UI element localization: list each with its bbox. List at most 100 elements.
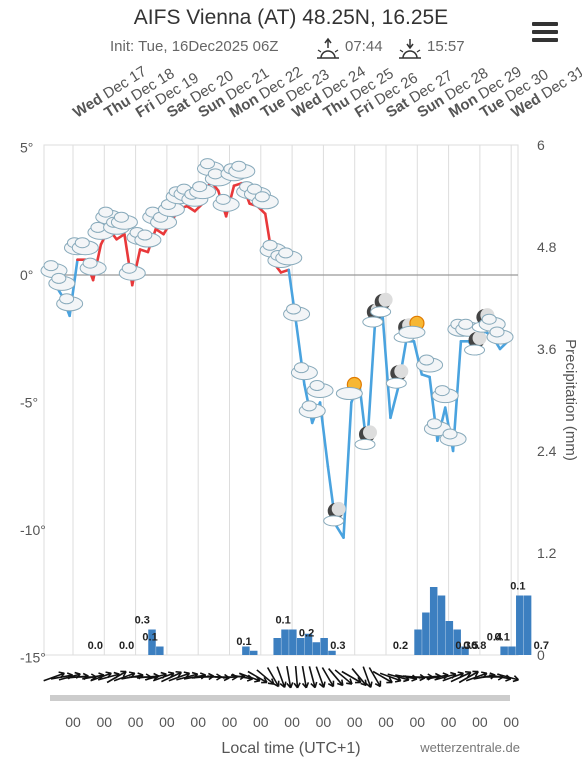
precip-label: 0.1	[510, 581, 525, 593]
cloud-top	[262, 239, 278, 251]
cloud-top	[278, 247, 294, 259]
wind-shaft	[144, 673, 167, 681]
cloud-icon	[416, 354, 444, 373]
precip-label: 0.3	[330, 640, 345, 652]
precip-label: 0.8	[471, 640, 486, 652]
wind-shaft	[239, 672, 261, 682]
wind-arrow	[256, 669, 275, 685]
cloud-top	[51, 272, 67, 284]
cloud-top	[207, 168, 223, 180]
wind-arrow	[308, 666, 318, 689]
menu-icon[interactable]	[532, 22, 558, 46]
y-right-tick: 4.8	[537, 239, 557, 255]
wind-shaft	[321, 667, 335, 687]
precip-bar	[312, 642, 321, 655]
y-left-tick: 0°	[20, 267, 33, 283]
precipitation-bars: 0.0 0.00.30.1 0.10.10.20.3 0.2 0.30.50.80.40…	[88, 581, 549, 655]
wind-arrow	[450, 670, 472, 683]
x-tick-label: 00	[347, 714, 363, 730]
precip-bar	[414, 629, 422, 655]
wind-head	[472, 670, 479, 677]
precip-bar	[508, 646, 516, 655]
wind-shaft	[90, 672, 112, 682]
cloud-icon	[251, 191, 279, 210]
wind-shaft	[276, 666, 286, 688]
temp-segment	[381, 314, 392, 420]
wind-arrow	[362, 666, 373, 688]
wind-shaft	[351, 668, 367, 686]
precip-label: 0.7	[534, 640, 549, 652]
moon-shade	[394, 364, 409, 379]
cloud-top	[215, 193, 231, 205]
wind-shaft	[387, 673, 410, 681]
wind-shaft	[247, 670, 268, 684]
cloud-icon	[110, 211, 138, 230]
wind-shaft	[301, 666, 308, 688]
wind-head	[346, 678, 353, 685]
cloud-top	[113, 211, 129, 223]
moon-icon	[385, 364, 409, 389]
wind-shaft	[168, 672, 190, 682]
y-left-tick: -5°	[20, 395, 38, 411]
y-axis-left: 5° 0° -5° -10° -15°	[20, 140, 46, 666]
sunrise-icon	[317, 37, 339, 59]
x-tick-label: 00	[253, 714, 269, 730]
temp-segment	[185, 204, 197, 213]
wind-shaft	[43, 672, 65, 682]
wind-head	[336, 679, 344, 687]
wind-arrow	[321, 667, 335, 688]
precip-label: 0.1	[275, 615, 290, 627]
cloud-top	[121, 262, 137, 274]
sunset-time: 15:57	[427, 38, 465, 55]
wind-shaft	[256, 669, 275, 685]
wind-shaft	[176, 673, 198, 681]
cloud-top	[90, 221, 106, 233]
precip-bar	[242, 646, 250, 655]
sun-icons	[317, 37, 421, 59]
precip-bar	[453, 629, 461, 655]
precip-bar	[289, 629, 297, 655]
cloud-top	[98, 206, 114, 218]
moon-shade	[331, 501, 346, 516]
precip-bar	[523, 595, 532, 655]
wind-head	[120, 670, 127, 677]
wind-shaft	[152, 672, 175, 682]
wind-shaft	[97, 673, 120, 681]
precip-label: 0.3	[135, 615, 150, 627]
wind-head	[293, 682, 301, 689]
y-left-tick: -15°	[20, 650, 46, 666]
precip-bar	[281, 629, 289, 655]
temp-segment	[138, 248, 150, 254]
x-tick-label: 00	[472, 714, 488, 730]
sun-cloud-icon	[398, 315, 426, 339]
wind-head	[267, 678, 275, 685]
cloud-top	[192, 181, 208, 193]
precip-bar	[273, 638, 281, 655]
cloud-puff	[323, 515, 345, 527]
temp-segment	[334, 523, 345, 539]
cloud-icon	[486, 326, 514, 345]
precip-bar	[296, 638, 305, 655]
temp-segment	[154, 227, 165, 236]
precip-label: 0.0	[119, 640, 134, 652]
cloud-icon	[134, 229, 162, 248]
scroll-bar[interactable]	[50, 695, 510, 701]
x-tick-label: 00	[441, 714, 457, 730]
precip-bar	[320, 638, 328, 655]
sunset-icon	[399, 39, 421, 59]
wind-arrow	[315, 666, 326, 688]
wind-shaft	[113, 672, 136, 682]
precip-label: 0.1	[142, 632, 157, 644]
moon-shade	[363, 425, 377, 440]
precip-bar	[422, 612, 430, 655]
y-right-tick: 2.4	[537, 443, 557, 459]
cloud-icon	[48, 272, 76, 291]
credit: wetterzentrale.de	[420, 740, 520, 755]
cloud-top	[309, 380, 325, 391]
x-tick-label: 00	[410, 714, 426, 730]
plot-frame	[43, 144, 519, 656]
x-tick-labels: 00 00 00 00 00 00 00 00 00 00 00 00 00 00 00	[65, 714, 519, 730]
wind-arrow	[341, 670, 362, 684]
wind-arrow	[301, 666, 310, 689]
precip-bar	[437, 595, 446, 655]
